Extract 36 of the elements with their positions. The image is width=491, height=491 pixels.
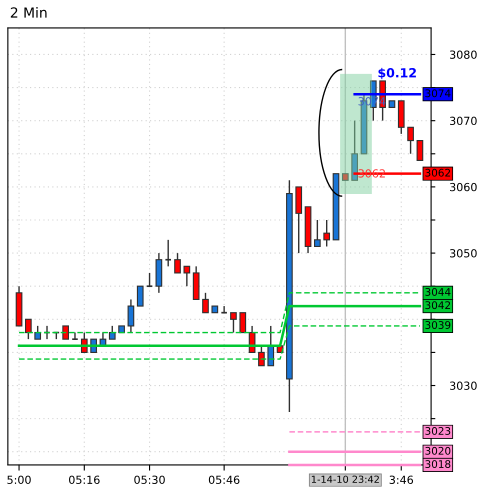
data-label: 3062 <box>425 168 450 177</box>
x-tick-label: 5:00 <box>7 476 31 484</box>
x-tick-label: 05:30 <box>134 476 165 484</box>
x-tick-label: 3:46 <box>390 476 414 484</box>
y-tick-label: 3070 <box>450 116 477 126</box>
data-label: 3044 <box>425 288 450 296</box>
annotation: $0.12 <box>378 68 416 80</box>
x-tick-label: 05:46 <box>208 476 240 484</box>
candlestick <box>136 286 144 307</box>
y-tick-label: 3080 <box>450 50 477 59</box>
data-label: 3020 <box>425 446 450 455</box>
data-label: 3039 <box>425 321 450 329</box>
y-tick-label: 3050 <box>450 249 477 258</box>
candlestick <box>128 298 134 334</box>
annotation: 3062 <box>358 169 385 178</box>
candlestick <box>62 325 70 340</box>
data-label: 3023 <box>425 427 450 435</box>
candlestick <box>258 345 265 366</box>
candlestick <box>416 140 424 161</box>
candlestick <box>323 219 330 248</box>
y-tick-label: 3060 <box>450 182 477 192</box>
x-tick-label: 05:16 <box>69 476 100 484</box>
data-label: 3018 <box>425 460 450 468</box>
y-tick-label: 3030 <box>450 382 477 390</box>
candlestick <box>183 266 190 287</box>
data-label: 3042 <box>425 301 450 310</box>
candlestick <box>174 252 181 274</box>
candlestick <box>239 312 246 334</box>
candlestick <box>202 292 209 314</box>
candlestick <box>230 312 237 334</box>
candlestick <box>314 219 321 248</box>
candlestick <box>25 318 32 340</box>
chart-title: 2 Min <box>10 7 47 18</box>
candlestick <box>407 126 414 154</box>
data-label: 3074 <box>425 89 450 98</box>
x-tick-label: 1-14-10 23:42 <box>312 476 379 483</box>
